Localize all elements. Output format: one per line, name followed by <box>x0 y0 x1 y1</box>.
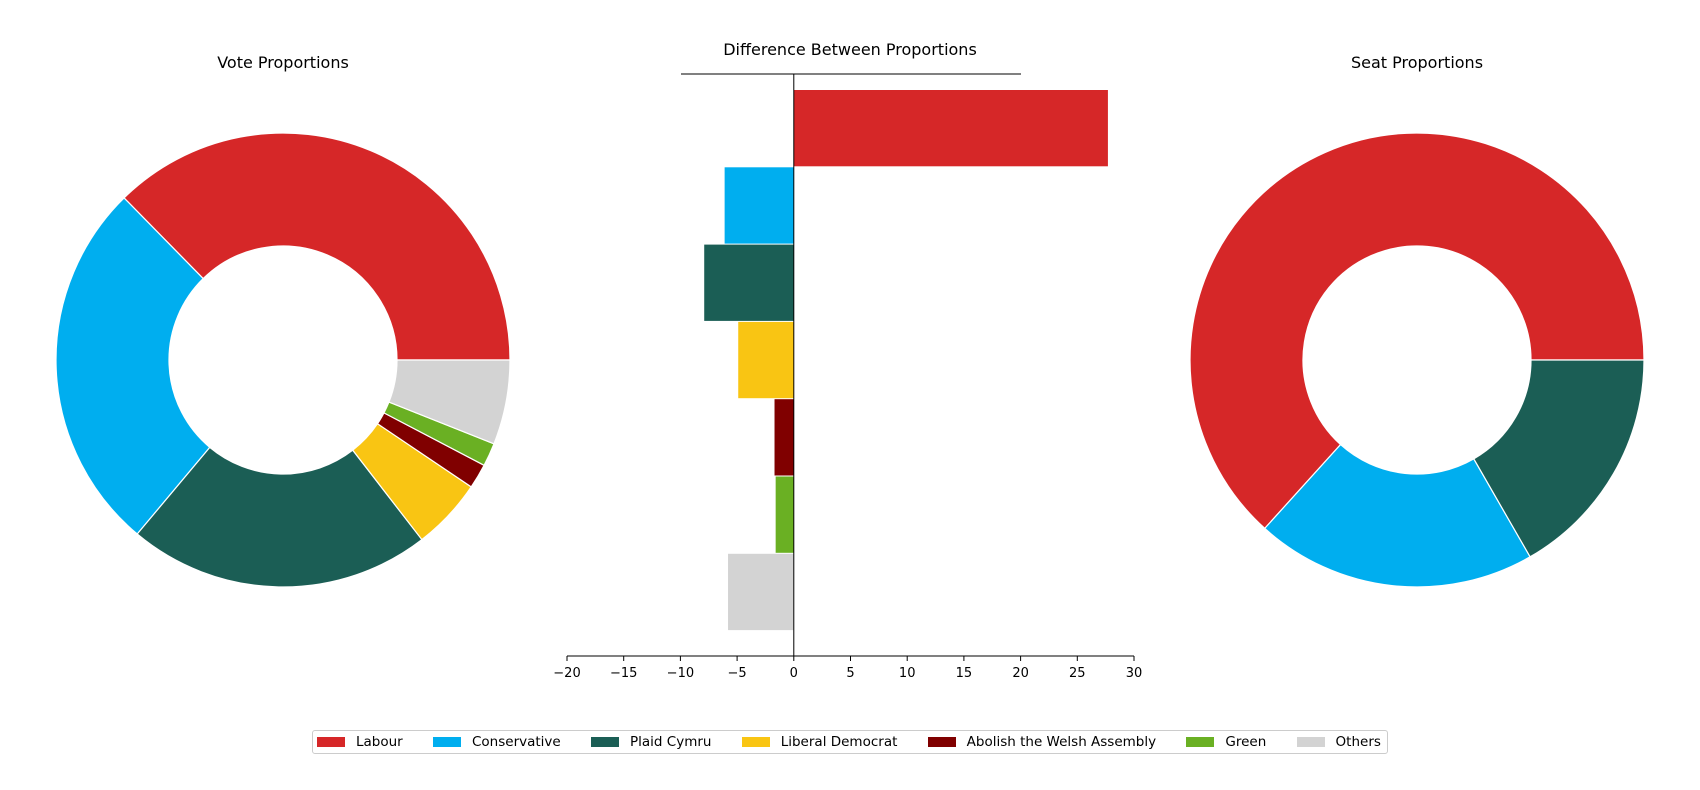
legend-label: Green <box>1225 734 1267 750</box>
x-tick-label: 15 <box>956 666 973 681</box>
difference-title: Difference Between Proportions <box>723 40 977 59</box>
seat-slice-conservative <box>1263 443 1531 588</box>
x-tick-label: 25 <box>1069 666 1086 681</box>
x-tick-label: −15 <box>610 666 637 681</box>
bar-green <box>775 476 794 553</box>
difference-chart: Difference Between Proportions −20 −15 −10… <box>553 40 1142 681</box>
legend-item-conservative: Conservative <box>433 734 561 750</box>
legend-label: Others <box>1335 734 1381 750</box>
legend-item-liberal-democrat: Liberal Democrat <box>741 734 898 750</box>
legend-label: Abolish the Welsh Assembly <box>966 734 1157 750</box>
bar-plaid-cymru <box>704 244 794 321</box>
seat-slice-labour <box>1189 132 1645 530</box>
legend-swatch <box>741 737 770 747</box>
vote-slice-plaid-cymru <box>136 446 423 588</box>
vote-proportions-chart: Vote Proportions <box>55 53 511 588</box>
legend-swatch <box>927 737 956 747</box>
vote-slice-others <box>388 359 511 445</box>
x-tick-label: −5 <box>728 666 747 681</box>
x-tick-label: −10 <box>667 666 694 681</box>
legend-item-green: Green <box>1186 734 1266 750</box>
x-tick-label: 20 <box>1012 666 1029 681</box>
x-tick-label: −20 <box>553 666 580 681</box>
vote-proportions-title: Vote Proportions <box>217 53 349 72</box>
seat-proportions-title: Seat Proportions <box>1351 53 1483 72</box>
legend-label: Labour <box>356 734 403 750</box>
legend-swatch <box>591 737 619 747</box>
legend-item-abolish-the-welsh-assembly: Abolish the Welsh Assembly <box>927 734 1157 750</box>
x-tick-label: 5 <box>846 666 854 681</box>
legend-swatch <box>1186 737 1215 747</box>
legend-label: Plaid Cymru <box>630 734 712 750</box>
legend-label: Liberal Democrat <box>780 734 898 750</box>
legend-swatch <box>1296 737 1325 747</box>
vote-slice-conservative <box>55 197 211 535</box>
legend-label: Conservative <box>472 734 561 750</box>
vote-slice-labour <box>123 132 511 361</box>
x-tick-label: 30 <box>1126 666 1143 681</box>
legend-swatch <box>433 737 461 747</box>
seat-proportions-chart: Seat Proportions <box>1189 53 1645 588</box>
bar-liberal-democrat <box>738 321 794 399</box>
bar-conservative <box>724 167 794 244</box>
x-tick-label: 10 <box>899 666 916 681</box>
legend-item-labour: Labour <box>317 734 403 750</box>
legend-swatch <box>317 737 345 747</box>
bar-abolish-the-welsh-assembly <box>774 399 794 476</box>
legend: Labour Conservative Plaid Cymru Liberal Dem… <box>312 730 1388 754</box>
bar-labour <box>793 90 1108 167</box>
legend-item-plaid-cymru: Plaid Cymru <box>591 734 711 750</box>
bar-others <box>728 553 794 631</box>
legend-item-others: Others <box>1296 734 1381 750</box>
seat-slice-plaid-cymru <box>1472 359 1645 558</box>
x-tick-label: 0 <box>790 666 798 681</box>
